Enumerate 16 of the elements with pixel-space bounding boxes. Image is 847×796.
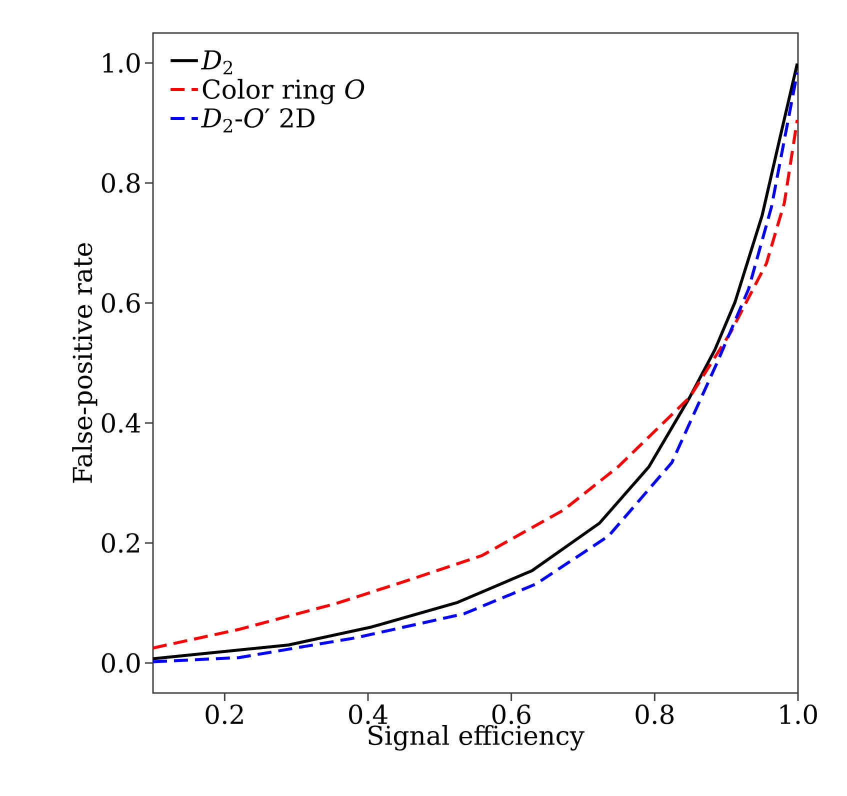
y-tick-label: 0.2 (102, 533, 139, 553)
y-tick-label: 0.8 (102, 173, 140, 193)
legend-label: D$_{2}$-O′ 2D (201, 108, 314, 132)
y-axis-title: False-positive rate (72, 243, 98, 483)
legend-label: D$_{2}$ (201, 50, 232, 74)
y-tick-label: 0.4 (102, 413, 140, 433)
y-tick-label: 0.0 (102, 653, 140, 673)
x-tick-label: 1.0 (780, 704, 817, 724)
y-tick-label: 0.6 (102, 293, 140, 313)
x-tick-label: 0.8 (636, 704, 674, 724)
x-tick-label: 0.2 (206, 704, 243, 724)
x-tick-label: 0.4 (349, 704, 388, 724)
legend-label: Color ring O (202, 78, 364, 104)
x-tick-label: 0.6 (492, 704, 530, 724)
y-tick-label: 1.0 (103, 53, 140, 73)
x-axis-title: Signal efficiency (368, 725, 584, 751)
